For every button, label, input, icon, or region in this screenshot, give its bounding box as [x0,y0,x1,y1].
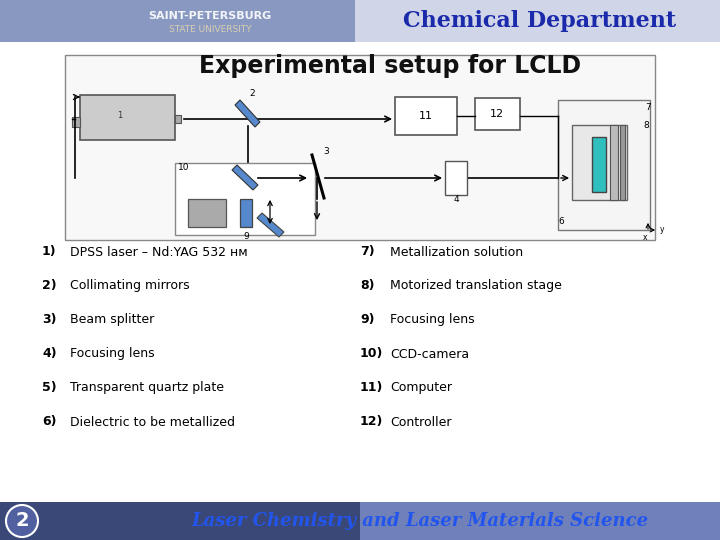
Bar [355,0,720,42]
Bar [475,98,520,130]
Text: 8): 8) [360,280,374,293]
Bar [175,163,315,235]
Text: 3: 3 [323,147,329,157]
Text: 9): 9) [360,314,374,327]
Text: DPSS laser – Nd:YAG 532 нм: DPSS laser – Nd:YAG 532 нм [70,246,248,259]
Bar [558,100,650,230]
Bar [0,0,355,42]
Bar [445,161,467,195]
Bar [240,199,252,227]
Text: SAINT-PETERSBURG: SAINT-PETERSBURG [148,11,271,21]
Text: Focusing lens: Focusing lens [390,314,474,327]
Bar [360,502,720,540]
Text: Laser Chemistry and Laser Materials Science: Laser Chemistry and Laser Materials Scie… [192,512,649,530]
Text: Computer: Computer [390,381,452,395]
Bar [620,125,625,200]
Text: CCD-camera: CCD-camera [390,348,469,361]
Bar [65,55,655,240]
Text: Focusing lens: Focusing lens [70,348,155,361]
Text: 10: 10 [178,164,189,172]
Text: y: y [660,226,665,234]
Text: 4: 4 [453,195,459,205]
Text: Experimental setup for LCLD: Experimental setup for LCLD [199,54,581,78]
Text: 3): 3) [42,314,56,327]
Text: Metallization solution: Metallization solution [390,246,523,259]
Bar [592,137,606,192]
Polygon shape [232,165,258,190]
Bar [572,125,627,200]
Text: Motorized translation stage: Motorized translation stage [390,280,562,293]
Text: 5): 5) [42,381,57,395]
Bar [80,95,175,140]
Text: 2: 2 [15,511,29,530]
Text: STATE UNIVERSITY: STATE UNIVERSITY [168,24,251,33]
Polygon shape [257,213,284,237]
Text: 1: 1 [117,111,122,119]
Text: 6): 6) [42,415,56,429]
Text: Collimating mirrors: Collimating mirrors [70,280,189,293]
Bar [175,115,181,123]
Text: 6: 6 [558,218,564,226]
Text: Chemical Department: Chemical Department [403,10,677,32]
Text: 2): 2) [42,280,57,293]
Text: 7): 7) [360,246,374,259]
Text: 11: 11 [419,111,433,121]
Text: 2: 2 [249,89,255,98]
Bar [0,0,720,42]
Text: 7: 7 [645,104,651,112]
Text: Transparent quartz plate: Transparent quartz plate [70,381,224,395]
Text: Controller: Controller [390,415,451,429]
Text: x: x [643,233,647,241]
Circle shape [6,505,38,537]
Bar [72,117,80,127]
Bar [0,502,360,540]
Text: 10): 10) [360,348,383,361]
Bar [610,125,618,200]
Bar [188,199,226,227]
Text: 1): 1) [42,246,57,259]
Bar [395,97,457,135]
Text: 11): 11) [360,381,383,395]
Text: 9: 9 [243,232,249,241]
Text: 4): 4) [42,348,57,361]
Polygon shape [235,100,260,127]
Text: 12: 12 [490,109,504,119]
Text: Beam splitter: Beam splitter [70,314,154,327]
Text: Dielectric to be metallized: Dielectric to be metallized [70,415,235,429]
Text: 8: 8 [643,120,649,130]
Text: 12): 12) [360,415,383,429]
